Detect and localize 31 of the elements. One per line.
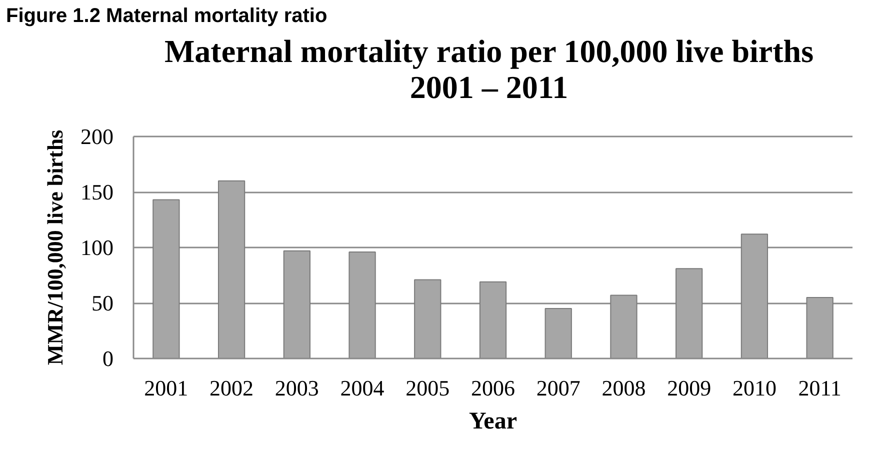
bar <box>676 268 703 358</box>
bar <box>544 308 572 358</box>
y-tick-label: 100 <box>80 235 114 260</box>
x-tick-label: 2006 <box>471 376 515 400</box>
x-tick-label: 2007 <box>536 376 580 400</box>
x-tick-label: 2001 <box>144 376 188 400</box>
bar <box>152 199 180 358</box>
x-tick-label: 2003 <box>274 376 319 400</box>
bar <box>479 281 507 358</box>
x-tick-label: 2010 <box>732 376 776 400</box>
bar <box>414 279 442 358</box>
bar <box>740 234 768 358</box>
bar <box>283 250 310 358</box>
x-tick-label: 2011 <box>798 376 842 400</box>
bar <box>348 251 376 358</box>
x-axis-title: Year <box>469 408 518 434</box>
x-tick-label: 2004 <box>340 376 384 400</box>
bar <box>610 294 638 358</box>
bar <box>218 180 246 358</box>
y-tick-label: 150 <box>80 180 114 204</box>
y-tick-label: 0 <box>102 346 114 371</box>
x-tick-label: 2009 <box>667 376 712 400</box>
bar <box>806 296 834 358</box>
x-tick-label: 2005 <box>406 376 450 400</box>
x-tick-label: 2008 <box>602 376 646 400</box>
x-tick-label: 2002 <box>210 376 254 400</box>
y-tick-label: 50 <box>92 290 114 316</box>
y-axis-title: MMR/100,000 live births <box>42 129 68 366</box>
y-tick-label: 200 <box>80 124 114 149</box>
caption: Figure 1.2 Maternal mortality ratio <box>6 4 328 29</box>
chart-title: Maternal mortality ratio per 100,000 live births 2001 – 2011 <box>164 33 814 106</box>
